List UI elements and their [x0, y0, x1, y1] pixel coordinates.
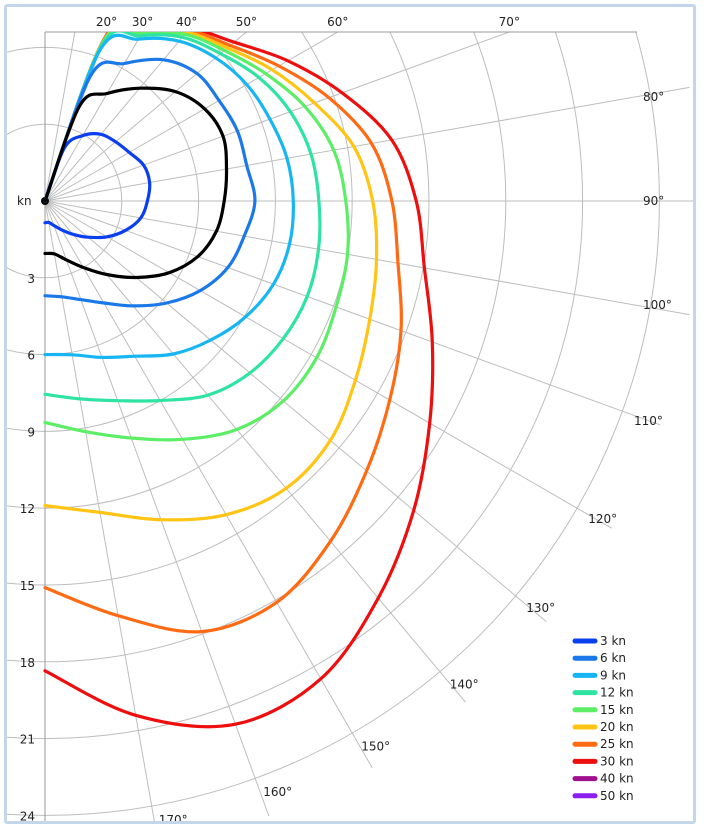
angle-tick-label: 60° [327, 15, 348, 29]
polar-curves [43, 32, 435, 729]
legend-item: 20 kn [572, 720, 634, 734]
legend-label: 6 kn [600, 651, 626, 665]
axis-labels: 3 6 9 12 15 18 21 24 kn 20° 30° 40° 50° 60° 70° 80° 90° 1… [17, 15, 672, 821]
grid-circle [7, 32, 430, 586]
grid-ray [44, 200, 547, 623]
angle-tick-label: 100° [643, 298, 672, 312]
legend-label: 25 kn [600, 737, 634, 751]
grid-circle [7, 32, 660, 816]
angle-tick-label: 30° [132, 15, 153, 29]
legend-item: 50 kn [572, 789, 634, 803]
legend-item: 40 kn [572, 772, 634, 786]
optimal-vmg-curve [43, 86, 229, 280]
grid-ray [44, 200, 155, 821]
legend-item: 12 kn [572, 686, 634, 700]
legend-label: 9 kn [600, 668, 626, 682]
grid-ray [44, 200, 270, 817]
grid-ray [44, 200, 467, 703]
grid [7, 32, 693, 821]
radial-tick-label: 21 [20, 733, 35, 747]
legend-label: 40 kn [600, 772, 634, 786]
radial-tick-label: 18 [20, 656, 35, 670]
legend-item: 9 kn [572, 668, 626, 682]
chart-frame: 3 6 9 12 15 18 21 24 kn 20° 30° 40° 50° 60° 70° 80° 90° 1… [4, 4, 696, 824]
legend-label: 15 kn [600, 703, 634, 717]
legend-label: 3 kn [600, 634, 626, 648]
series-line-9-kn [43, 33, 295, 360]
legend-label: 20 kn [600, 720, 634, 734]
radial-tick-label: 9 [27, 425, 35, 439]
grid-ray [44, 32, 108, 202]
grid-ray [44, 200, 612, 529]
grid-ray [44, 86, 690, 202]
angle-tick-label: 110° [634, 414, 663, 428]
grid-ray [44, 32, 144, 202]
angle-tick-label: 120° [588, 512, 617, 526]
legend-item: 6 kn [572, 651, 626, 665]
grid-ray [44, 32, 248, 202]
legend-item: 3 kn [572, 634, 626, 648]
series-line-6-kn [43, 57, 257, 308]
angle-tick-label: 20° [96, 15, 117, 29]
angle-tick-label: 90° [643, 194, 664, 208]
grid-ray [44, 32, 188, 202]
grid-ray [44, 200, 373, 768]
series-line-12-kn [43, 32, 322, 403]
radial-tick-label: 15 [20, 579, 35, 593]
angle-tick-label: 150° [361, 739, 390, 753]
angle-tick-label: 50° [236, 15, 257, 29]
grid-ray [44, 32, 339, 202]
legend-item: 30 kn [572, 754, 634, 768]
angle-tick-label: 130° [526, 601, 555, 615]
series-line-30-kn [43, 32, 435, 729]
grid-ray [44, 200, 690, 316]
series-line-20-kn [43, 32, 379, 522]
legend: 3 kn 6 kn 9 kn 12 kn 15 kn 20 kn 25 kn 30 kn 40 … [572, 634, 634, 803]
legend-label: 50 kn [600, 789, 634, 803]
polar-chart: 3 6 9 12 15 18 21 24 kn 20° 30° 40° 50° 60° 70° 80° 90° 1… [7, 15, 693, 821]
radial-tick-label: 3 [27, 272, 35, 286]
legend-item: 25 kn [572, 737, 634, 751]
radial-tick-label: 24 [20, 809, 35, 821]
series-line-25-kn [43, 32, 403, 634]
angle-tick-label: 80° [643, 90, 664, 104]
legend-item: 15 kn [572, 703, 634, 717]
legend-label: 12 kn [600, 686, 634, 700]
grid-ray [44, 32, 76, 202]
legend-label: 30 kn [600, 754, 634, 768]
radial-tick-label: 12 [20, 502, 35, 516]
grid-ray [44, 32, 511, 202]
angle-tick-label: 160° [263, 785, 292, 799]
angle-tick-label: 140° [450, 677, 479, 691]
radial-unit-label: kn [17, 194, 32, 208]
radial-tick-label: 6 [27, 349, 35, 363]
angle-tick-label: 40° [176, 15, 197, 29]
series-line-3-kn [43, 132, 152, 240]
angle-tick-label: 170° [159, 813, 188, 821]
angle-tick-label: 70° [499, 15, 520, 29]
grid-ray [44, 200, 661, 426]
series-line-15-kn [43, 32, 350, 442]
